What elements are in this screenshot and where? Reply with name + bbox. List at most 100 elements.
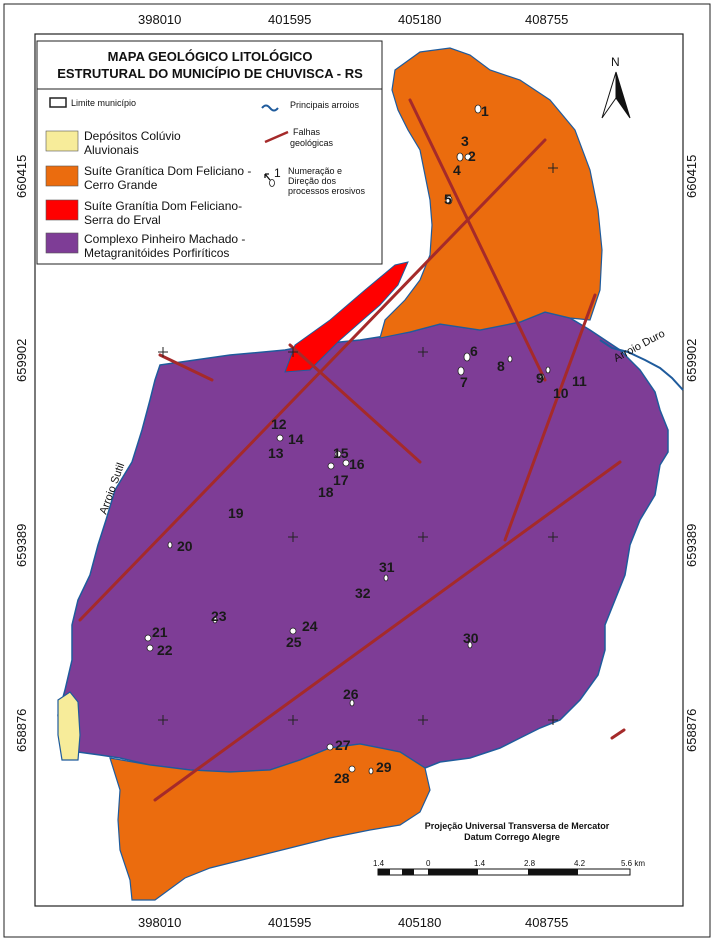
legend-site-label3: processos erosivos: [288, 186, 366, 196]
river-arroio-duro: [599, 339, 684, 391]
legend-unit-label: Metagranitóides Porfiríticos: [84, 246, 229, 260]
datum-label: Datum Corrego Alegre: [464, 832, 560, 842]
site-label: 14: [288, 431, 304, 447]
x-tick-label: 401595: [268, 12, 311, 27]
x-tick-label: 408755: [525, 915, 568, 930]
legend-fault-swatch: [264, 130, 289, 144]
erosion-site-markers: [144, 104, 551, 775]
svg-text:1.4: 1.4: [474, 859, 486, 868]
svg-text:4.2: 4.2: [574, 859, 586, 868]
site-label: 5: [444, 191, 452, 207]
site-label: 17: [333, 472, 349, 488]
legend-unit-label: Depósitos Colúvio: [84, 129, 181, 143]
y-tick-label: 660415: [684, 155, 699, 198]
svg-text:2.8: 2.8: [524, 859, 536, 868]
site-label: 13: [268, 445, 284, 461]
site-label: 2: [468, 148, 476, 164]
site-label: 12: [271, 416, 287, 432]
y-tick-label: 659902: [14, 339, 29, 382]
y-tick-label: 659389: [14, 524, 29, 567]
site-label: 7: [460, 374, 468, 390]
legend-swatch-cerro-grande: [45, 165, 79, 187]
legend-limit-label: Limite município: [71, 98, 136, 108]
legend-fault-label1: Falhas: [293, 127, 321, 137]
map-title-line1: MAPA GEOLÓGICO LITOLÓGICO: [108, 49, 313, 64]
x-tick-label: 398010: [138, 915, 181, 930]
y-axis-right: 660415 659902 659389 658876: [684, 155, 699, 752]
y-tick-label: 660415: [14, 155, 29, 198]
scale-bar: 1.4 0 1.4 2.8 4.2 5.6 km: [373, 859, 645, 876]
unit-cerro-grande-north: [379, 47, 603, 339]
legend-unit-label: Suíte Granítia Dom Feliciano-: [84, 199, 242, 213]
x-axis-bottom: 398010 401595 405180 408755: [138, 915, 568, 930]
site-label: 24: [302, 618, 318, 634]
site-label: 18: [318, 484, 334, 500]
site-label: 3: [461, 133, 469, 149]
x-tick-label: 408755: [525, 12, 568, 27]
map-title-line2: ESTRUTURAL DO MUNICÍPIO DE CHUVISCA - RS: [57, 66, 363, 81]
unit-serra-do-erval: [284, 261, 409, 373]
svg-text:5.6 km: 5.6 km: [621, 859, 645, 868]
site-label: 28: [334, 770, 350, 786]
site-label: 22: [157, 642, 173, 658]
x-axis-top: 398010 401595 405180 408755: [138, 12, 568, 27]
site-label: 4: [453, 162, 461, 178]
y-tick-label: 659389: [684, 524, 699, 567]
north-label: N: [611, 55, 620, 69]
svg-text:0: 0: [426, 859, 431, 868]
faults: [78, 98, 626, 802]
unit-pinheiro-machado: [57, 311, 669, 773]
legend-site-number: 1: [274, 166, 281, 180]
site-label: 11: [572, 373, 587, 389]
y-axis-left: 660415 659902 659389 658876: [14, 155, 29, 752]
legend-fault-label2: geológicas: [290, 138, 334, 148]
site-label: 27: [335, 737, 351, 753]
site-label: 23: [211, 608, 227, 624]
site-label: 16: [349, 456, 365, 472]
x-tick-label: 405180: [398, 12, 441, 27]
legend: MAPA GEOLÓGICO LITOLÓGICO ESTRUTURAL DO …: [36, 40, 383, 265]
svg-text:1.4: 1.4: [373, 859, 385, 868]
site-label: 30: [463, 630, 479, 646]
legend-site-label1: Numeração e: [288, 166, 342, 176]
x-tick-label: 398010: [138, 12, 181, 27]
erosion-site-labels: 1 2 3 4 5 6 7 8 9 10 11 12 13 14 15 16 1…: [152, 103, 587, 786]
legend-limit-swatch: [49, 97, 67, 108]
legend-river-label: Principais arroios: [290, 100, 360, 110]
y-tick-label: 659902: [684, 339, 699, 382]
site-label: 10: [553, 385, 569, 401]
site-label: 1: [481, 103, 489, 119]
site-label: 31: [379, 559, 395, 575]
legend-river-swatch: [261, 104, 279, 112]
site-label: 21: [152, 624, 168, 640]
projection-label: Projeção Universal Transversa de Mercato…: [425, 821, 610, 831]
x-tick-label: 405180: [398, 915, 441, 930]
site-label: 20: [177, 538, 193, 554]
legend-swatch-serra-erval: [45, 199, 79, 221]
site-label: 15: [333, 445, 349, 461]
legend-site-label2: Direção dos: [288, 176, 337, 186]
legend-unit-label: Complexo Pinheiro Machado -: [84, 232, 245, 246]
legend-swatch-pinheiro-machado: [45, 232, 79, 254]
legend-unit-label: Cerro Grande: [84, 178, 158, 192]
site-label: 32: [355, 585, 371, 601]
legend-unit-label: Serra do Erval: [84, 213, 161, 227]
site-label: 29: [376, 759, 392, 775]
site-label: 25: [286, 634, 302, 650]
site-label: 6: [470, 343, 478, 359]
y-tick-label: 658876: [684, 709, 699, 752]
x-tick-label: 401595: [268, 915, 311, 930]
unit-cerro-grande-south: [109, 743, 431, 901]
legend-unit-label: Aluvionais: [84, 143, 139, 157]
site-label: 9: [536, 370, 544, 386]
site-label: 26: [343, 686, 359, 702]
y-tick-label: 658876: [14, 709, 29, 752]
site-label: 8: [497, 358, 505, 374]
unit-colluvial: [57, 691, 81, 761]
north-arrow: N: [601, 55, 631, 119]
site-label: 19: [228, 505, 244, 521]
legend-swatch-colluvial: [45, 130, 79, 152]
legend-unit-label: Suíte Granítica Dom Feliciano -: [84, 164, 251, 178]
legend-site-symbol: [269, 179, 275, 187]
